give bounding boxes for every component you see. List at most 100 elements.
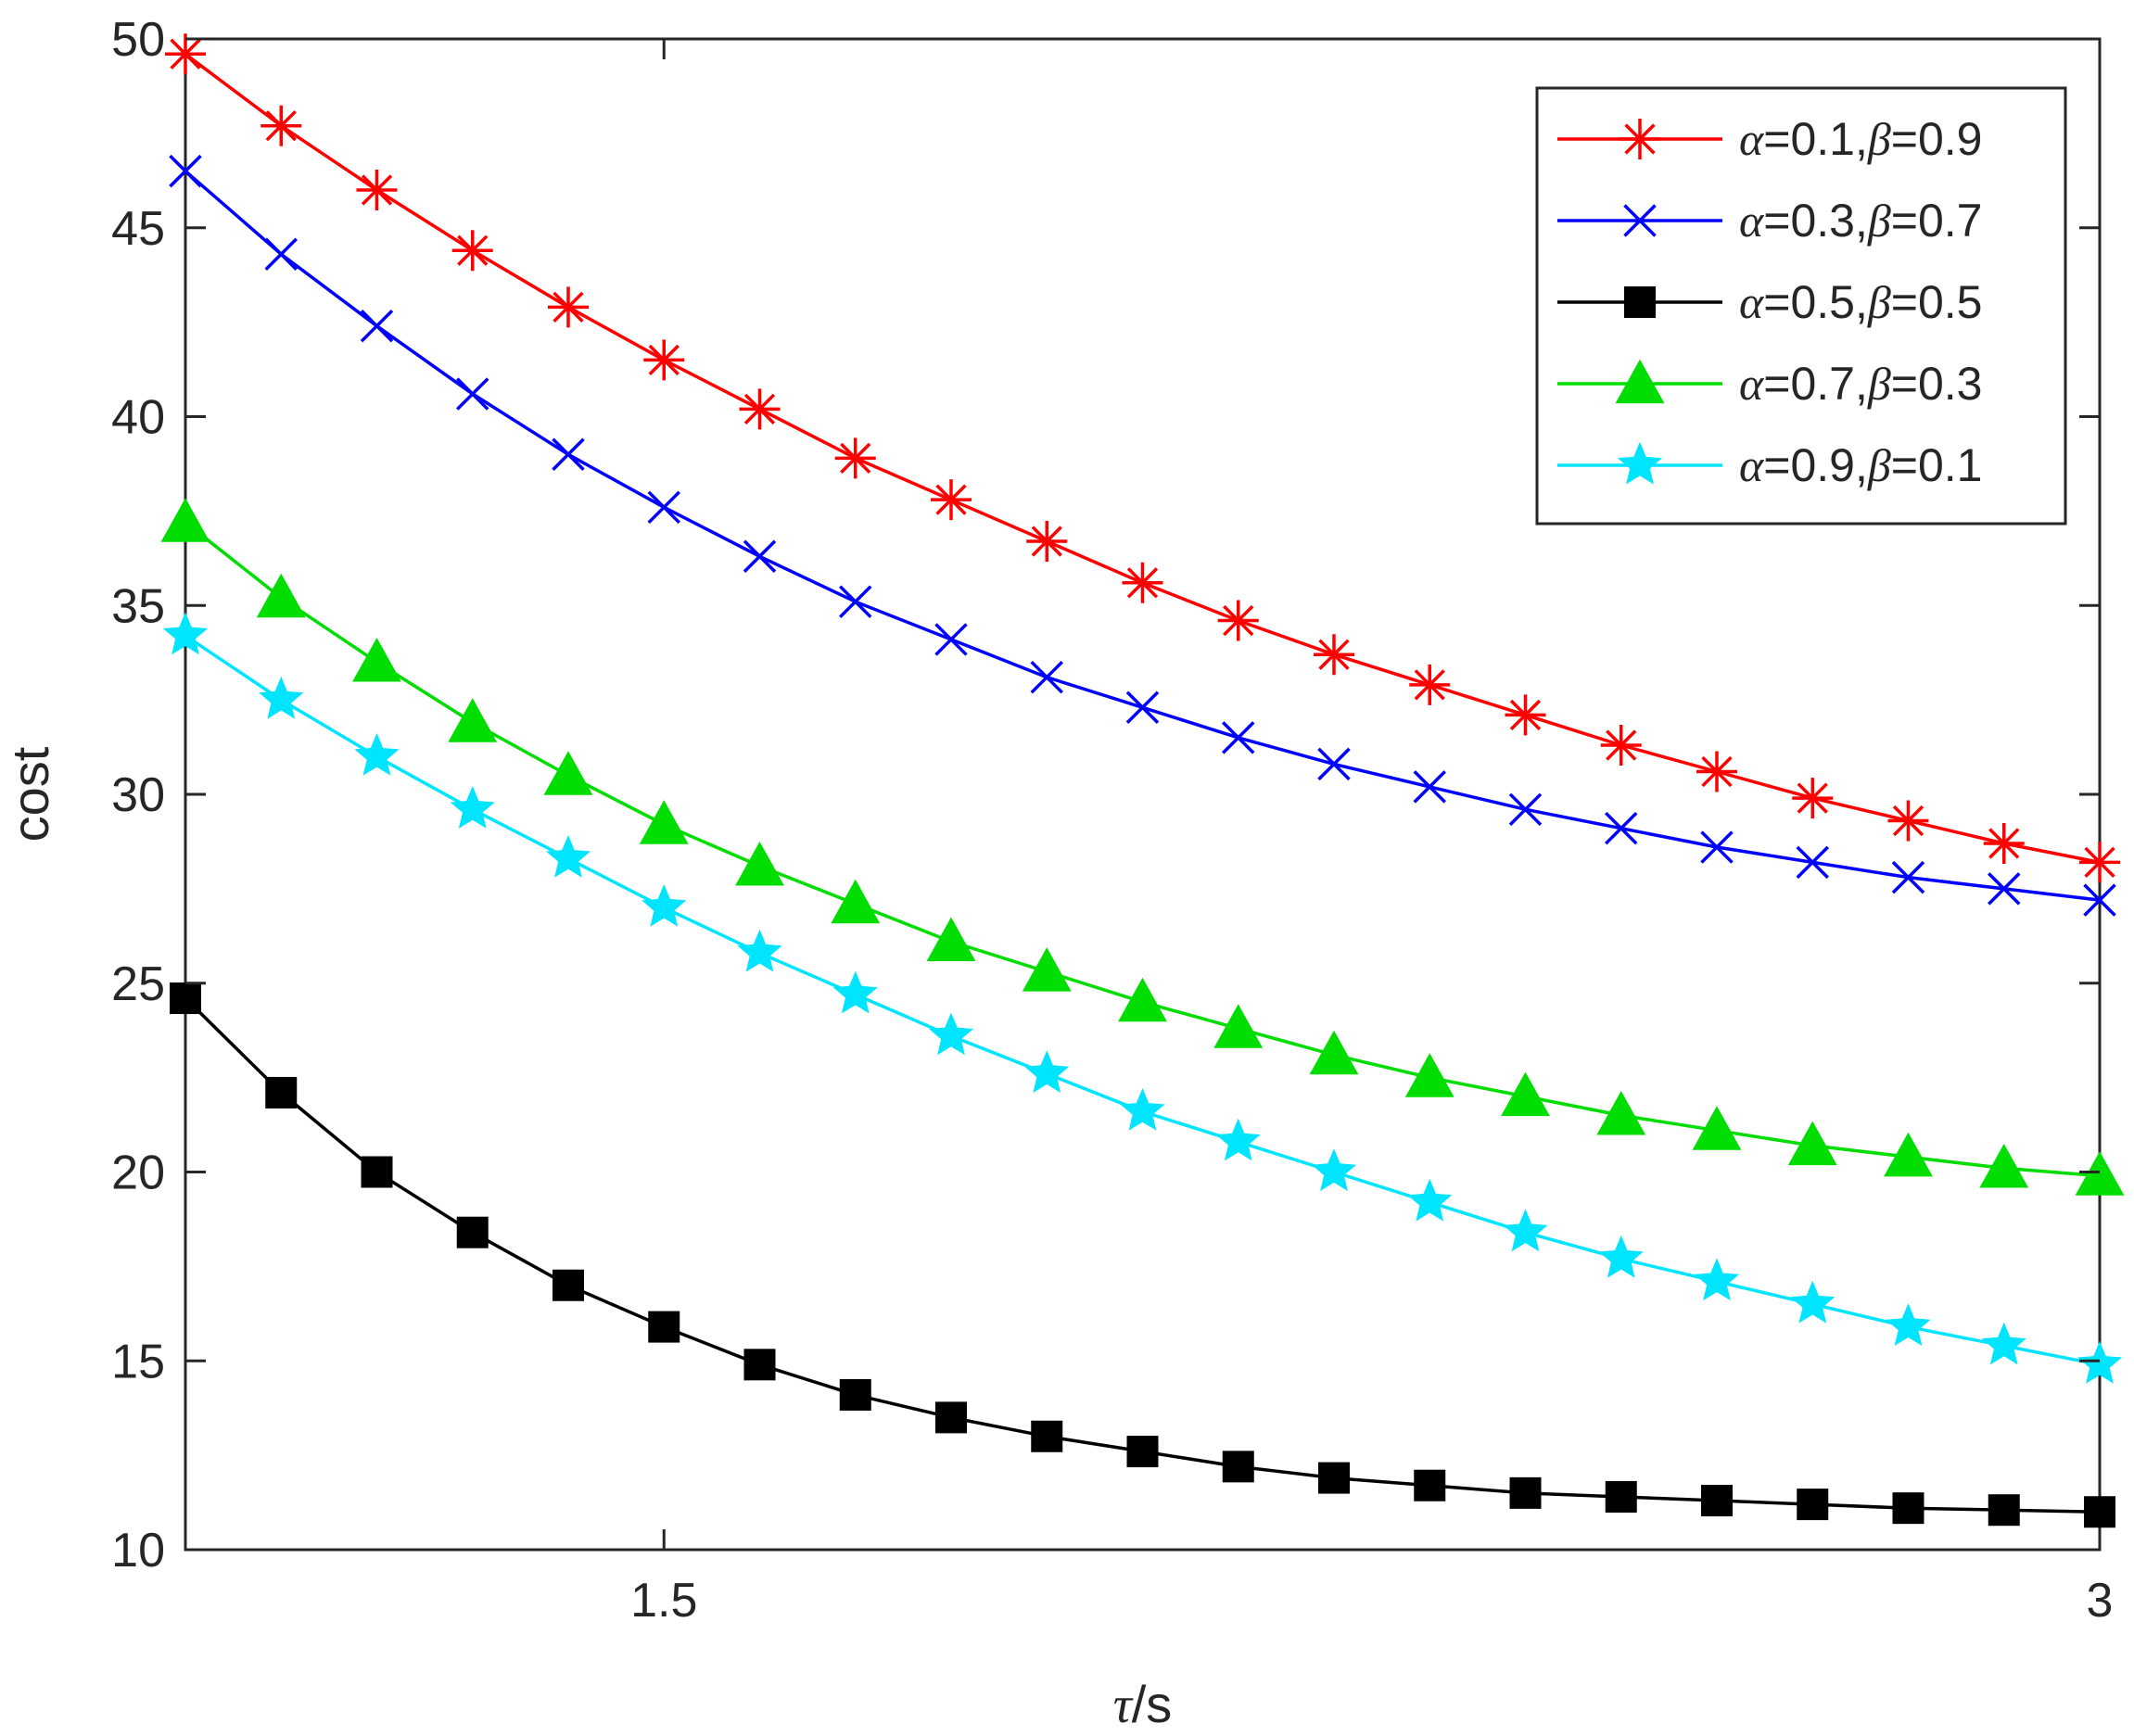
data-point [360,309,394,343]
data-point [553,1269,584,1301]
data-point [1988,1494,2020,1527]
data-point [1605,1480,1637,1513]
series-1 [169,154,2116,917]
legend-beta-symbol: β [1867,276,1891,328]
y-tick-label: 35 [111,579,165,633]
y-tick-label: 15 [111,1335,165,1388]
data-point [1309,1030,1359,1075]
data-point [1792,778,1834,819]
legend-alpha-value: =0.9, [1763,439,1868,491]
data-point [1022,947,1072,992]
data-point [1884,1132,1933,1177]
legend: α=0.1,β=0.9α=0.3,β=0.7α=0.5,β=0.5α=0.7,β… [1535,86,2067,526]
data-point [1215,1118,1261,1161]
legend-beta-value: =0.7 [1891,195,1983,247]
data-point [1125,691,1160,725]
data-point [926,917,976,962]
data-point [1126,1436,1159,1468]
legend-beta-value: =0.5 [1891,276,1983,328]
data-point [1981,1322,2026,1365]
data-point [1692,1106,1742,1150]
x-tick-label: 3 [2087,1574,2114,1628]
data-point [643,339,685,381]
data-point [1891,860,1925,894]
x-tick-label: 1.5 [630,1574,697,1628]
data-point [639,800,689,844]
legend-entry: α=0.5,β=0.5 [1557,276,1982,328]
legend-label: α=0.9,β=0.1 [1739,439,1982,491]
data-point [1407,1178,1453,1222]
data-point [352,637,401,682]
data-point [1620,119,1660,159]
data-point [1887,800,1929,842]
series-4 [162,612,2123,1384]
data-point [1598,1235,1644,1278]
legend-beta-symbol: β [1867,439,1891,491]
data-point [1409,664,1451,705]
legend-beta-symbol: β [1867,113,1891,165]
data-point [1404,1053,1454,1097]
data-point [165,33,206,75]
data-point [1213,1004,1264,1048]
data-point [552,437,585,471]
data-point [1505,694,1546,736]
y-tick-label: 45 [111,202,165,256]
data-point [1118,977,1167,1022]
data-point [1615,359,1665,404]
data-point [2079,842,2120,883]
legend-beta-value: =0.3 [1891,358,1983,410]
data-point [641,884,687,927]
y-tick-label: 50 [111,13,165,67]
legend-entry: α=0.3,β=0.7 [1557,195,1982,247]
legend-alpha-symbol: α [1739,439,1765,491]
data-point [1509,1476,1542,1509]
data-point [737,929,782,972]
legend-alpha-value: =0.7, [1763,358,1868,410]
data-point [1508,792,1543,827]
data-point [451,230,493,272]
data-point [1596,1090,1646,1135]
y-tick-label: 30 [111,768,165,822]
data-point [1026,520,1068,562]
data-point [1122,562,1163,603]
data-point [259,676,304,719]
data-point [1696,751,1737,792]
data-point [1217,600,1259,641]
data-point [1030,660,1063,694]
series-layer [160,33,2125,1528]
data-point [265,1076,298,1109]
data-point [1796,845,1829,880]
x-axis-label-symbol: τ [1113,1677,1134,1734]
legend-label: α=0.5,β=0.5 [1739,276,1982,328]
data-point [839,1378,871,1411]
data-point [162,612,209,655]
data-point [743,539,777,574]
data-point [1797,1489,1829,1521]
data-point [548,286,589,328]
data-point [2084,1496,2115,1528]
legend-label: α=0.7,β=0.3 [1739,358,1982,410]
data-point [1623,204,1657,237]
data-point [160,498,210,542]
data-point [834,437,876,479]
data-point [1983,822,2025,864]
legend-alpha-symbol: α [1739,358,1765,410]
x-axis-label-unit: /s [1132,1675,1173,1733]
data-point [934,623,968,656]
legend-alpha-symbol: α [1739,195,1765,247]
data-point [545,835,591,878]
data-point [543,751,593,795]
data-point [935,1401,967,1434]
data-point [1787,1121,1837,1166]
y-axis-label: cost [1,746,59,842]
data-point [448,698,498,742]
data-point [1503,1209,1548,1252]
data-point [1501,1071,1550,1117]
legend-alpha-value: =0.1, [1763,113,1868,165]
data-point [1317,747,1351,781]
data-point [1222,721,1255,754]
y-tick-label: 10 [111,1524,165,1578]
data-point [1624,286,1656,318]
data-point [361,1156,393,1188]
